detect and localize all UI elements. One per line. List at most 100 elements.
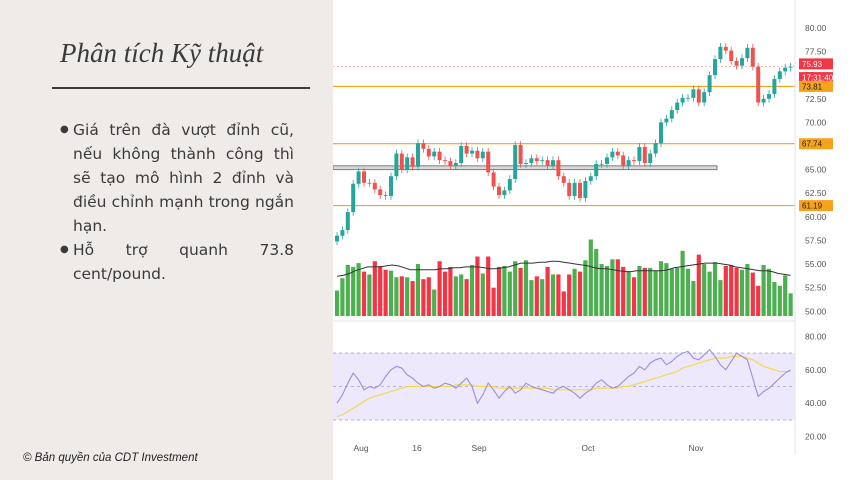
volume-bar	[550, 274, 556, 316]
candle	[507, 175, 512, 195]
candle-body	[453, 163, 458, 166]
candle	[621, 151, 626, 170]
candle	[356, 167, 361, 188]
candle	[648, 149, 653, 167]
candle-body	[696, 89, 701, 103]
volume-bar	[464, 279, 469, 316]
candle	[443, 156, 447, 165]
candle-body	[545, 160, 550, 166]
volume-bar	[529, 280, 534, 316]
volume-bar	[534, 276, 539, 316]
candle	[750, 44, 755, 71]
volume-bar	[696, 254, 701, 316]
candle-body	[383, 195, 388, 197]
volume-bar	[642, 267, 647, 316]
volume-bar	[556, 274, 561, 316]
volume-bar	[334, 290, 340, 316]
volume-bar	[518, 267, 523, 316]
candle	[599, 160, 604, 168]
candle-body	[632, 160, 636, 162]
candle	[437, 147, 442, 164]
candle-body	[594, 163, 599, 177]
candle	[561, 172, 566, 187]
axes: 80.0077.5075.0072.5070.0067.5065.0062.50…	[353, 0, 834, 455]
candle	[372, 179, 377, 194]
candle-body	[507, 179, 512, 191]
candle-body	[459, 146, 464, 163]
candle	[459, 142, 464, 167]
candle-body	[502, 190, 507, 196]
candle	[578, 179, 582, 202]
volume-bar	[637, 265, 642, 316]
rsi-lines	[336, 348, 791, 418]
volume-bar	[453, 276, 458, 316]
volume-bar	[448, 266, 453, 316]
volume-bar	[691, 281, 696, 316]
candle-body	[772, 78, 777, 95]
volume-bars	[334, 239, 793, 316]
y-tick-label: 80.00	[805, 23, 827, 33]
candle-body	[707, 75, 712, 93]
candle	[486, 147, 491, 177]
candle-body	[351, 183, 356, 213]
candle	[453, 159, 458, 170]
volume-bar	[480, 273, 485, 316]
candle	[772, 75, 777, 98]
candle	[783, 63, 788, 76]
volume-bar	[761, 265, 766, 316]
candle-body	[389, 176, 393, 197]
y-tick-label: 57.50	[805, 235, 827, 245]
title-divider	[52, 87, 310, 89]
candle	[410, 153, 415, 171]
candle	[518, 141, 523, 168]
candle-body	[686, 97, 690, 99]
volume-bar	[577, 271, 583, 316]
candle-body	[723, 46, 728, 51]
y-tick-label: 50.00	[805, 306, 827, 316]
candle	[416, 139, 420, 171]
price-tag-label: 67.74	[802, 140, 823, 149]
candle	[405, 153, 410, 174]
volume-bar	[540, 279, 545, 316]
price-chart[interactable]: 80.0077.5075.0072.5070.0067.5065.0062.50…	[333, 0, 853, 480]
candle	[529, 154, 534, 167]
candle-body	[470, 150, 474, 154]
candle-body	[729, 50, 734, 61]
volume-bar	[545, 266, 550, 316]
candle	[729, 46, 734, 65]
candle	[470, 146, 474, 158]
candle	[540, 156, 545, 165]
candle	[745, 44, 750, 62]
candle	[572, 179, 577, 200]
volume-bar	[653, 270, 658, 316]
volume-bar	[410, 281, 415, 316]
candle	[659, 118, 663, 147]
candle-body	[734, 61, 739, 66]
candle-body	[410, 157, 415, 167]
y-tick-label: 62.50	[805, 188, 827, 198]
volume-bar	[367, 274, 372, 316]
bullet-item: Hỗ trợ quanh 73.8 cent/pound.	[60, 238, 294, 286]
volume-bar	[405, 277, 410, 316]
volume-bar	[788, 293, 793, 316]
candle-body	[561, 176, 566, 183]
volume-bar	[729, 265, 734, 316]
candle-body	[637, 146, 642, 162]
candle	[448, 157, 453, 170]
volume-bar	[610, 259, 615, 316]
slide-title: Phân tích Kỹ thuật	[60, 38, 264, 68]
candle-body	[740, 58, 744, 66]
x-tick-label: 16	[412, 443, 422, 453]
candle-body	[713, 59, 717, 76]
candle	[605, 153, 609, 168]
candle-body	[529, 158, 534, 163]
candle	[335, 231, 339, 246]
volume-bar	[507, 271, 512, 316]
candle	[583, 177, 588, 202]
candle-body	[416, 143, 420, 167]
candle	[351, 180, 356, 216]
candle-body	[378, 189, 383, 196]
candle	[594, 160, 599, 180]
candle-body	[783, 67, 788, 72]
copyright-notice: © Bản quyền của CDT Investment	[23, 452, 198, 464]
